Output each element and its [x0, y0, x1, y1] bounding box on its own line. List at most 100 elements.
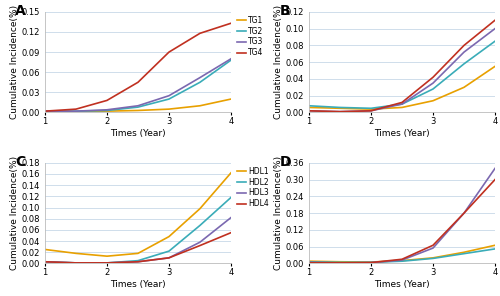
LDL2	[306, 104, 312, 107]
HDL4	[104, 261, 110, 265]
Text: A: A	[15, 4, 26, 18]
TC1	[492, 244, 498, 247]
LDL3	[492, 27, 498, 30]
TC1	[399, 259, 405, 263]
TC1	[337, 260, 343, 263]
LDL4	[461, 44, 467, 47]
LDL3	[399, 102, 405, 106]
Line: LDL2: LDL2	[309, 41, 495, 108]
HDL3	[197, 240, 203, 244]
HDL4	[166, 256, 172, 260]
TG4	[42, 109, 48, 113]
LDL1	[461, 86, 467, 89]
HDL2	[166, 249, 172, 253]
TC4	[461, 211, 467, 215]
TC2	[337, 260, 343, 264]
HDL4	[135, 260, 141, 263]
Line: LDL3: LDL3	[309, 29, 495, 112]
Legend: HDL1, HDL2, HDL3, HDL4: HDL1, HDL2, HDL3, HDL4	[236, 167, 269, 208]
TC2	[368, 260, 374, 264]
Line: TC1: TC1	[309, 245, 495, 262]
TG1	[166, 107, 172, 111]
TC3	[430, 246, 436, 250]
LDL4	[368, 109, 374, 112]
HDL3	[166, 256, 172, 260]
TG2	[197, 81, 203, 84]
HDL4	[197, 244, 203, 247]
TC1	[368, 260, 374, 264]
TG3	[166, 94, 172, 97]
TG3	[73, 109, 79, 113]
HDL1	[197, 207, 203, 210]
LDL1	[430, 99, 436, 102]
HDL4	[73, 261, 79, 265]
TC2	[492, 247, 498, 251]
TC3	[492, 167, 498, 170]
TC4	[399, 258, 405, 261]
HDL2	[135, 259, 141, 263]
Line: TG4: TG4	[45, 23, 231, 111]
TC4	[430, 244, 436, 247]
HDL3	[104, 261, 110, 265]
Line: HDL2: HDL2	[45, 197, 231, 263]
TC3	[368, 261, 374, 264]
TC4	[492, 178, 498, 181]
Line: HDL4: HDL4	[45, 233, 231, 263]
TG4	[73, 107, 79, 111]
HDL2	[228, 196, 234, 199]
Line: TC4: TC4	[309, 180, 495, 263]
HDL2	[42, 260, 48, 263]
LDL3	[461, 50, 467, 54]
HDL1	[166, 235, 172, 238]
TG2	[166, 97, 172, 101]
TG1	[197, 104, 203, 107]
TG3	[228, 57, 234, 61]
Line: TC2: TC2	[309, 249, 495, 262]
TC3	[337, 261, 343, 265]
TG4	[104, 99, 110, 102]
HDL3	[73, 261, 79, 265]
TG1	[104, 109, 110, 113]
Line: TG2: TG2	[45, 60, 231, 111]
TG2	[135, 105, 141, 109]
TG2	[42, 109, 48, 113]
X-axis label: Times (Year): Times (Year)	[110, 129, 166, 138]
Y-axis label: Cumulative Incidence(%): Cumulative Incidence(%)	[10, 5, 19, 119]
TC3	[399, 258, 405, 262]
Y-axis label: Cumulative Incidence(%): Cumulative Incidence(%)	[274, 156, 283, 270]
LDL3	[337, 110, 343, 113]
LDL4	[399, 101, 405, 104]
LDL1	[337, 107, 343, 110]
LDL4	[492, 18, 498, 22]
TC1	[461, 250, 467, 254]
LDL2	[368, 107, 374, 110]
Y-axis label: Cumulative Incidence(%): Cumulative Incidence(%)	[10, 156, 19, 270]
Line: TG1: TG1	[45, 99, 231, 112]
X-axis label: Times (Year): Times (Year)	[374, 280, 430, 289]
TC3	[461, 211, 467, 215]
TG3	[135, 104, 141, 107]
TC4	[337, 261, 343, 265]
TC4	[306, 261, 312, 264]
Line: TC3: TC3	[309, 168, 495, 263]
Text: C: C	[15, 155, 26, 169]
HDL3	[135, 260, 141, 263]
TG4	[228, 22, 234, 25]
Y-axis label: Cumulative Incidence(%): Cumulative Incidence(%)	[274, 5, 283, 119]
LDL4	[306, 109, 312, 112]
LDL4	[337, 110, 343, 113]
HDL4	[228, 231, 234, 234]
LDL2	[492, 39, 498, 43]
TG1	[73, 110, 79, 114]
Text: B: B	[280, 4, 290, 18]
TG1	[135, 109, 141, 112]
LDL1	[399, 106, 405, 109]
LDL2	[337, 106, 343, 109]
LDL3	[306, 109, 312, 112]
TG2	[104, 109, 110, 112]
TG2	[73, 109, 79, 113]
HDL2	[197, 224, 203, 227]
HDL4	[42, 260, 48, 263]
LDL4	[430, 75, 436, 79]
TC2	[399, 259, 405, 263]
